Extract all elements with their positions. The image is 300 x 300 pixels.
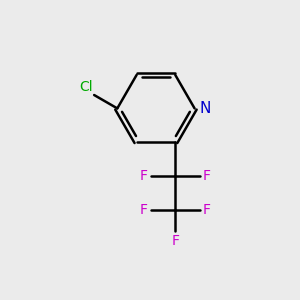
- Text: N: N: [199, 101, 210, 116]
- Text: F: F: [202, 169, 211, 183]
- Text: F: F: [140, 203, 148, 217]
- Text: F: F: [140, 169, 148, 183]
- Text: Cl: Cl: [79, 80, 93, 94]
- Text: F: F: [171, 234, 179, 248]
- Text: F: F: [202, 203, 211, 217]
